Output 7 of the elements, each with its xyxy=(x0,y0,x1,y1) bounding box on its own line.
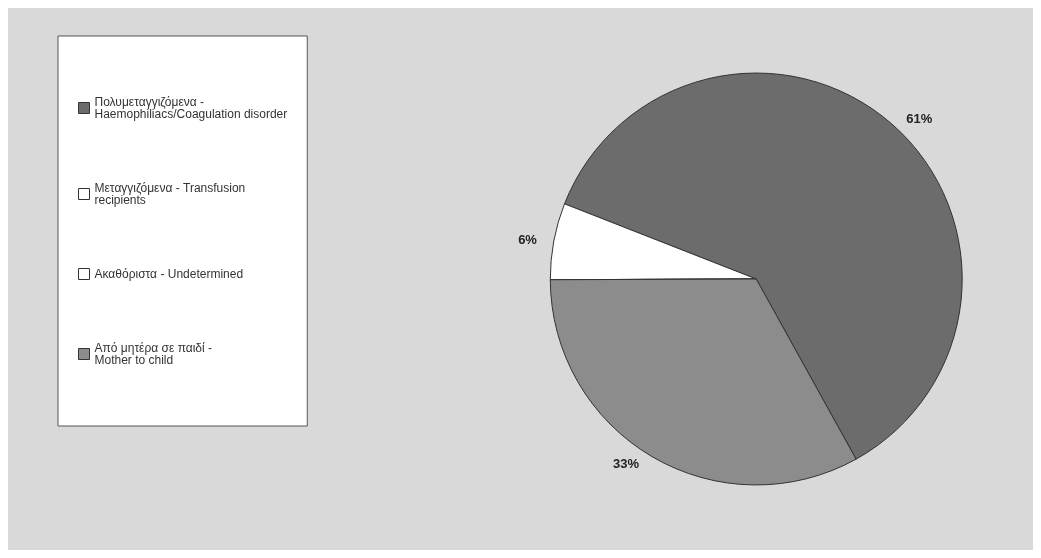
data-label: 6% xyxy=(518,232,538,248)
data-label: 33% xyxy=(612,456,640,472)
legend-label: Ακαθόριστα - Undetermined xyxy=(94,267,244,281)
legend-label: Μεταγγιζόμενα - Transfusion recipients xyxy=(94,181,249,207)
legend-label: Πολυμεταγγιζόμενα - Haemophiliacs/Coagulation disorder xyxy=(94,95,288,121)
legend-label: Από μητέρα σε παιδί - Mother to child xyxy=(94,341,216,367)
data-label: 61% xyxy=(906,110,933,126)
